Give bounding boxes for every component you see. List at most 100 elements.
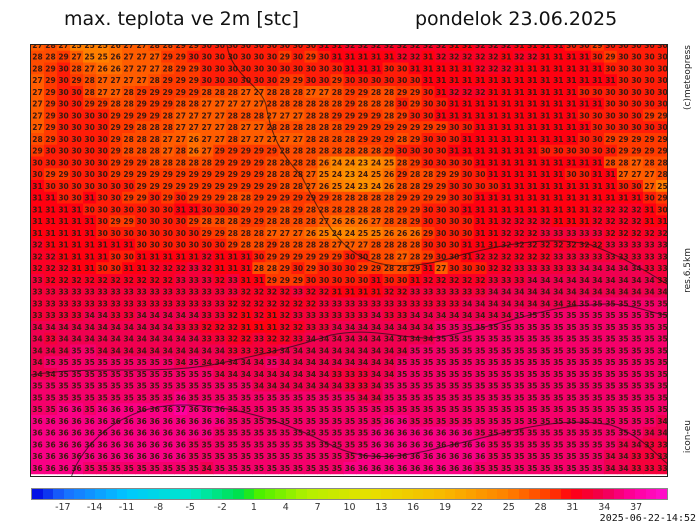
- color-scale-segment: [560, 489, 572, 499]
- temperature-value: 30: [410, 76, 420, 85]
- temperature-value: 34: [345, 346, 355, 355]
- temperature-value: 36: [123, 429, 133, 438]
- temperature-value: 29: [267, 194, 277, 203]
- color-scale-tick: 22: [470, 502, 483, 513]
- temperature-value: 35: [319, 393, 329, 402]
- grid-cell: [629, 109, 644, 122]
- temperature-value: 36: [475, 452, 485, 461]
- grid-cell: [512, 45, 527, 52]
- temperature-value: 35: [553, 311, 563, 320]
- temperature-value: 30: [97, 158, 107, 167]
- grid-cell: [395, 74, 410, 87]
- temperature-value: 35: [32, 382, 42, 391]
- temperature-value: 30: [475, 170, 485, 179]
- temperature-value: 30: [202, 205, 212, 214]
- grid-cell: [96, 109, 110, 122]
- temperature-value: 25: [358, 229, 368, 238]
- temperature-value: 28: [657, 158, 667, 167]
- grid-cell: [70, 74, 84, 87]
- temperature-value: 35: [436, 417, 446, 426]
- temperature-value: 33: [423, 288, 433, 297]
- temperature-value: 31: [501, 205, 511, 214]
- temperature-value: 31: [592, 158, 602, 167]
- grid-cell: [252, 109, 266, 122]
- temperature-value: 30: [345, 76, 355, 85]
- temperature-value: 30: [176, 229, 186, 238]
- color-scale-tick: 7: [314, 502, 321, 513]
- temperature-value: 29: [319, 194, 329, 203]
- grid-cell: [109, 133, 123, 146]
- temperature-value: 31: [228, 252, 238, 261]
- color-scale-segment: [381, 489, 392, 499]
- temperature-value: 27: [644, 182, 654, 191]
- grid-cell: [83, 109, 97, 122]
- temperature-value: 33: [202, 311, 212, 320]
- grid-cell: [434, 62, 449, 75]
- temperature-value: 31: [84, 217, 94, 226]
- temperature-value: 35: [540, 393, 550, 402]
- temperature-value: 35: [579, 335, 589, 344]
- temperature-value: 36: [110, 452, 120, 461]
- temperature-value: 35: [501, 358, 511, 367]
- temperature-value: 32: [514, 217, 524, 226]
- temperature-value: 34: [605, 288, 615, 297]
- temperature-value: 36: [345, 464, 355, 473]
- temperature-value: 34: [84, 335, 94, 344]
- temperature-value: 29: [280, 252, 290, 261]
- temperature-value: 34: [423, 311, 433, 320]
- temperature-value: 34: [540, 288, 550, 297]
- temperature-value: 29: [241, 158, 251, 167]
- temperature-value: 29: [644, 147, 654, 156]
- grid-cell: [538, 109, 553, 122]
- temperature-value: 35: [605, 405, 615, 414]
- temperature-value: 31: [553, 64, 563, 73]
- color-scale-segment: [476, 489, 487, 499]
- temperature-value: 31: [136, 252, 146, 261]
- temperature-value: 30: [202, 45, 212, 50]
- temperature-value: 31: [579, 100, 589, 109]
- color-scale-segment: [190, 489, 202, 499]
- temperature-value: 30: [58, 88, 68, 97]
- temperature-value: 29: [345, 123, 355, 132]
- color-scale-segment: [529, 489, 540, 499]
- temperature-value: 31: [553, 170, 563, 179]
- temperature-value: 35: [319, 429, 329, 438]
- grid-cell: [499, 74, 514, 87]
- temperature-value: 34: [462, 311, 472, 320]
- temperature-value: 32: [514, 53, 524, 62]
- temperature-value: 28: [280, 205, 290, 214]
- temperature-value: 35: [306, 464, 316, 473]
- grid-cell: [421, 109, 436, 122]
- temperature-value: 25: [97, 53, 107, 62]
- temperature-value: 33: [71, 311, 81, 320]
- grid-cell: [356, 109, 371, 122]
- grid-cell: [265, 121, 279, 134]
- temperature-value: 24: [332, 158, 342, 167]
- temperature-value: 33: [644, 464, 654, 473]
- temperature-value: 32: [306, 288, 316, 297]
- temperature-value: 31: [71, 252, 81, 261]
- grid-cell: [174, 121, 188, 134]
- color-scale-bar: [31, 488, 668, 500]
- temperature-value: 35: [319, 452, 329, 461]
- temperature-value: 27: [644, 170, 654, 179]
- temperature-value: 32: [501, 45, 511, 50]
- grid-cell: [239, 109, 253, 122]
- color-scale-tick: -14: [86, 502, 103, 513]
- temperature-value: 35: [71, 382, 81, 391]
- temperature-value: 32: [345, 45, 355, 50]
- temperature-value: 27: [332, 241, 342, 250]
- temperature-value: 31: [553, 194, 563, 203]
- temperature-value: 27: [202, 135, 212, 144]
- temperature-value: 36: [397, 440, 407, 449]
- temperature-value: 31: [149, 252, 159, 261]
- temperature-value: 35: [410, 346, 420, 355]
- temperature-value: 30: [423, 217, 433, 226]
- temperature-value: 33: [475, 288, 485, 297]
- temperature-value: 31: [579, 53, 589, 62]
- temperature-value: 36: [176, 393, 186, 402]
- grid-cell: [304, 86, 318, 99]
- temperature-value: 31: [423, 53, 433, 62]
- grid-cell: [499, 86, 514, 99]
- temperature-value: 30: [71, 88, 81, 97]
